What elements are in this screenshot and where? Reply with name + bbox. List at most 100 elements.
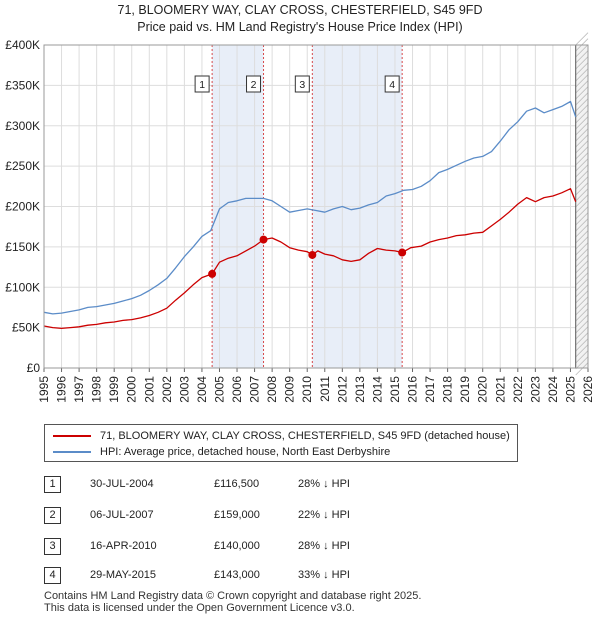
forecast-hatch-line	[575, 272, 589, 286]
x-tick-label: 2025	[563, 376, 577, 403]
forecast-hatch-line	[575, 134, 589, 148]
forecast-hatch-line	[575, 50, 589, 64]
forecast-hatch-line	[575, 218, 589, 232]
sale-point	[259, 235, 268, 244]
forecast-hatch-line	[575, 176, 589, 190]
sale-number-box-frame	[294, 75, 310, 93]
forecast-hatch-line	[575, 86, 589, 100]
sale-date: 30-JUL-2004	[90, 478, 154, 490]
forecast-hatch-line	[575, 182, 589, 196]
sale-date: 16-APR-2010	[90, 540, 157, 552]
sale-point	[308, 250, 317, 259]
x-tick-label: 2024	[546, 376, 560, 403]
sale-number-box-label: 1	[199, 79, 205, 91]
x-tick-label: 2016	[406, 376, 420, 403]
forecast-hatch-line	[575, 290, 589, 304]
x-tick-label: 2010	[300, 376, 314, 403]
legend-label-property: 71, BLOOMERY WAY, CLAY CROSS, CHESTERFIE…	[100, 430, 510, 442]
footer-attribution: Contains HM Land Registry data © Crown c…	[44, 590, 421, 614]
forecast-hatch-line	[575, 74, 589, 88]
x-tick-label: 2023	[528, 376, 542, 403]
sale-number-box-frame	[384, 75, 400, 93]
y-tick-label: £200K	[5, 200, 40, 214]
x-tick-label: 2022	[511, 376, 525, 403]
sale-number-badge: 3	[44, 538, 61, 555]
x-tick-label: 2001	[142, 376, 156, 403]
plot-frame	[43, 44, 589, 369]
sale-number-badge: 1	[44, 476, 61, 493]
x-axis-ticks: 1995 1996 1997 1998 1999 2000 2001 2002 2003 2004…	[37, 368, 595, 403]
forecast-hatch-line	[575, 278, 589, 292]
sale-hpi-diff: 28% ↓ HPI	[298, 478, 350, 490]
sale-price: £140,000	[214, 540, 260, 552]
forecast-hatch-line	[575, 104, 589, 118]
sale-point	[208, 269, 217, 278]
forecast-hatch-line	[575, 68, 589, 82]
x-tick-label: 2004	[195, 376, 209, 403]
forecast-hatch	[575, 32, 589, 376]
x-tick-label: 2012	[335, 376, 349, 403]
x-tick-label: 1998	[90, 376, 104, 403]
forecast-hatch-line	[575, 116, 589, 130]
forecast-hatch-line	[575, 230, 589, 244]
forecast-hatch-line	[575, 122, 589, 136]
y-tick-label: £250K	[5, 159, 40, 173]
x-tick-label: 2011	[318, 376, 332, 402]
x-tick-label: 2009	[283, 376, 297, 403]
footer-copyright: Contains HM Land Registry data © Crown c…	[44, 590, 422, 602]
x-tick-label: 2000	[125, 376, 139, 403]
sale-point	[398, 248, 407, 257]
sale-number-box-label: 3	[299, 79, 305, 91]
x-tick-label: 2007	[248, 376, 262, 403]
x-tick-label: 2006	[230, 376, 244, 403]
legend-swatch-property	[53, 435, 91, 437]
y-tick-label: £350K	[5, 78, 40, 92]
forecast-hatch-line	[575, 206, 589, 220]
forecast-hatch-line	[575, 320, 589, 334]
sale-number-box-frame	[194, 75, 210, 93]
sale-marker-lines	[211, 45, 403, 368]
forecast-hatch-line	[575, 158, 589, 172]
legend-item-hpi: HPI: Average price, detached house, Nort…	[53, 444, 390, 460]
legend-swatch-hpi	[53, 451, 91, 453]
forecast-hatch-line	[575, 194, 589, 208]
x-tick-label: 2020	[476, 376, 490, 403]
x-tick-label: 1999	[107, 376, 121, 403]
forecast-hatch-line	[575, 260, 589, 274]
forecast-hatch-line	[575, 80, 589, 94]
forecast-hatch-line	[575, 188, 589, 202]
y-tick-label: £0	[27, 361, 41, 375]
forecast-hatch-line	[575, 338, 589, 352]
footer-licence: This data is licensed under the Open Gov…	[44, 602, 355, 614]
x-tick-label: 2014	[370, 376, 384, 403]
sale-hpi-diff: 22% ↓ HPI	[298, 509, 350, 521]
x-tick-label: 1996	[55, 376, 69, 403]
sale-number-box: 3	[294, 75, 310, 93]
sale-number-box: 1	[194, 75, 210, 93]
sale-number-badge: 4	[44, 567, 61, 584]
x-tick-label: 1997	[72, 376, 86, 403]
forecast-hatch-line	[575, 56, 589, 70]
sale-number-boxes: 1 2 3 4	[194, 75, 400, 93]
x-tick-label: 2015	[388, 376, 402, 403]
sale-number-box: 2	[246, 75, 262, 93]
forecast-hatch-line	[575, 212, 589, 226]
sale-number-box-label: 2	[251, 79, 257, 91]
sale-hpi-diff: 28% ↓ HPI	[298, 540, 350, 552]
forecast-hatch-line	[575, 128, 589, 142]
sale-date: 06-JUL-2007	[90, 509, 154, 521]
sale-date: 29-MAY-2015	[90, 569, 157, 581]
series-line-hpi	[43, 100, 577, 315]
y-axis-ticks: £0 £50K £100K £150K £200K £250K £300K £350K £400…	[5, 38, 40, 375]
sale-price: £159,000	[214, 509, 260, 521]
sale-price: £116,500	[214, 478, 260, 490]
forecast-hatch-line	[575, 224, 589, 238]
x-tick-label: 2008	[265, 376, 279, 403]
sale-number-box-label: 4	[389, 79, 395, 91]
forecast-hatch-line	[575, 356, 589, 370]
sale-points	[208, 235, 407, 278]
forecast-hatch-line	[575, 314, 589, 328]
x-tick-label: 2002	[160, 376, 174, 403]
forecast-hatch-line	[575, 326, 589, 340]
forecast-hatch-line	[575, 254, 589, 268]
